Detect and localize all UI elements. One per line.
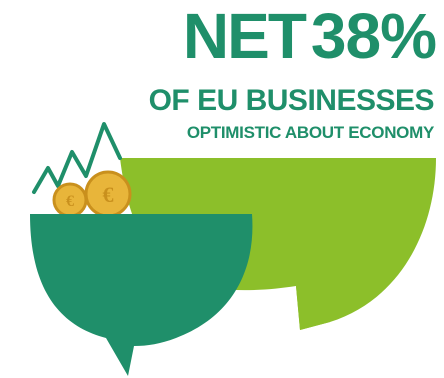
coin-icon: € <box>52 182 88 218</box>
light-green-bubble-tail <box>296 286 330 330</box>
light-green-speech-bubble-icon <box>120 158 436 330</box>
headline-prefix: NET <box>182 0 307 72</box>
headline-value: 38% <box>310 0 437 72</box>
svg-text:€: € <box>66 193 74 210</box>
svg-text:€: € <box>103 182 114 207</box>
caption: OPTIMISTIC ABOUT ECONOMY <box>186 123 434 142</box>
trend-line-icon <box>32 122 122 194</box>
coin-icon-large: € <box>84 170 132 218</box>
headline: NET 38% <box>182 0 437 72</box>
subline: OF EU BUSINESSES <box>148 84 435 117</box>
dark-green-speech-bubble-icon <box>30 214 253 376</box>
